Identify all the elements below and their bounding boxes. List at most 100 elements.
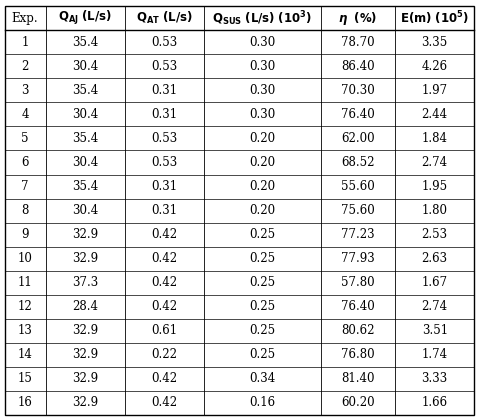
Text: 7: 7 <box>22 180 29 193</box>
Text: 0.42: 0.42 <box>151 228 177 241</box>
Text: 0.30: 0.30 <box>249 36 275 49</box>
Text: 30.4: 30.4 <box>72 60 98 73</box>
Text: 0.25: 0.25 <box>249 228 275 241</box>
Text: 0.25: 0.25 <box>249 252 275 265</box>
Text: 32.9: 32.9 <box>72 396 98 409</box>
Text: 30.4: 30.4 <box>72 156 98 169</box>
Text: 0.30: 0.30 <box>249 60 275 73</box>
Text: $\mathbf{Q_{SUS}}$ $\mathbf{(L/s)}$ $\mathbf{(10^{3})}$: $\mathbf{Q_{SUS}}$ $\mathbf{(L/s)}$ $\ma… <box>212 9 312 28</box>
Text: 0.53: 0.53 <box>151 156 177 169</box>
Text: 15: 15 <box>18 372 33 385</box>
Text: 0.31: 0.31 <box>151 108 177 121</box>
Text: 35.4: 35.4 <box>72 180 98 193</box>
Text: 77.93: 77.93 <box>341 252 375 265</box>
Text: 0.31: 0.31 <box>151 180 177 193</box>
Text: 10: 10 <box>18 252 33 265</box>
Text: $\mathbf{E(m)}$ $\mathbf{(10^{5})}$: $\mathbf{E(m)}$ $\mathbf{(10^{5})}$ <box>400 10 469 27</box>
Text: 0.34: 0.34 <box>249 372 275 385</box>
Text: 1.97: 1.97 <box>422 84 448 97</box>
Text: 2.44: 2.44 <box>422 108 448 121</box>
Text: 0.25: 0.25 <box>249 324 275 337</box>
Text: 76.80: 76.80 <box>341 348 375 361</box>
Text: 1.66: 1.66 <box>422 396 448 409</box>
Text: 35.4: 35.4 <box>72 36 98 49</box>
Text: Exp.: Exp. <box>12 12 38 25</box>
Text: 0.31: 0.31 <box>151 84 177 97</box>
Text: 0.31: 0.31 <box>151 204 177 217</box>
Text: 9: 9 <box>22 228 29 241</box>
Text: 37.3: 37.3 <box>72 276 98 289</box>
Text: 3.33: 3.33 <box>422 372 448 385</box>
Text: 0.30: 0.30 <box>249 84 275 97</box>
Text: 2.63: 2.63 <box>422 252 448 265</box>
Text: 0.25: 0.25 <box>249 276 275 289</box>
Text: 0.42: 0.42 <box>151 372 177 385</box>
Text: 55.60: 55.60 <box>341 180 375 193</box>
Text: 2: 2 <box>22 60 29 73</box>
Text: 0.53: 0.53 <box>151 36 177 49</box>
Text: 35.4: 35.4 <box>72 132 98 145</box>
Text: 4: 4 <box>22 108 29 121</box>
Text: 86.40: 86.40 <box>341 60 375 73</box>
Text: 80.62: 80.62 <box>342 324 375 337</box>
Text: 32.9: 32.9 <box>72 228 98 241</box>
Text: 76.40: 76.40 <box>341 300 375 313</box>
Text: 11: 11 <box>18 276 33 289</box>
Text: 75.60: 75.60 <box>341 204 375 217</box>
Text: 32.9: 32.9 <box>72 324 98 337</box>
Text: 3.51: 3.51 <box>422 324 448 337</box>
Text: $\boldsymbol{\eta}$  $\mathbf{(\%)}$: $\boldsymbol{\eta}$ $\mathbf{(\%)}$ <box>338 10 378 27</box>
Text: 78.70: 78.70 <box>341 36 375 49</box>
Text: 0.20: 0.20 <box>249 132 275 145</box>
Text: 30.4: 30.4 <box>72 204 98 217</box>
Text: 0.61: 0.61 <box>151 324 177 337</box>
Text: $\mathbf{Q_{AT}}$ $\mathbf{(L/s)}$: $\mathbf{Q_{AT}}$ $\mathbf{(L/s)}$ <box>136 10 193 26</box>
Text: 14: 14 <box>18 348 33 361</box>
Text: 16: 16 <box>18 396 33 409</box>
Text: 13: 13 <box>18 324 33 337</box>
Text: 0.53: 0.53 <box>151 132 177 145</box>
Text: 0.42: 0.42 <box>151 276 177 289</box>
Text: 0.42: 0.42 <box>151 300 177 313</box>
Text: 3.35: 3.35 <box>422 36 448 49</box>
Text: 0.25: 0.25 <box>249 348 275 361</box>
Text: 0.25: 0.25 <box>249 300 275 313</box>
Text: 3: 3 <box>22 84 29 97</box>
Text: 1.84: 1.84 <box>422 132 448 145</box>
Text: 0.42: 0.42 <box>151 396 177 409</box>
Text: 32.9: 32.9 <box>72 372 98 385</box>
Text: 0.20: 0.20 <box>249 204 275 217</box>
Text: 1.80: 1.80 <box>422 204 448 217</box>
Text: 30.4: 30.4 <box>72 108 98 121</box>
Text: 2.74: 2.74 <box>422 300 448 313</box>
Text: 6: 6 <box>22 156 29 169</box>
Text: 32.9: 32.9 <box>72 252 98 265</box>
Text: 77.23: 77.23 <box>341 228 375 241</box>
Text: 1.95: 1.95 <box>422 180 448 193</box>
Text: 2.74: 2.74 <box>422 156 448 169</box>
Text: 1: 1 <box>22 36 29 49</box>
Text: 0.53: 0.53 <box>151 60 177 73</box>
Text: 8: 8 <box>22 204 29 217</box>
Text: 70.30: 70.30 <box>341 84 375 97</box>
Text: 32.9: 32.9 <box>72 348 98 361</box>
Text: 81.40: 81.40 <box>342 372 375 385</box>
Text: 0.20: 0.20 <box>249 180 275 193</box>
Text: 1.74: 1.74 <box>422 348 448 361</box>
Text: 35.4: 35.4 <box>72 84 98 97</box>
Text: 57.80: 57.80 <box>341 276 375 289</box>
Text: 2.53: 2.53 <box>422 228 448 241</box>
Text: 5: 5 <box>22 132 29 145</box>
Text: 0.42: 0.42 <box>151 252 177 265</box>
Text: 60.20: 60.20 <box>341 396 375 409</box>
Text: 12: 12 <box>18 300 33 313</box>
Text: 0.20: 0.20 <box>249 156 275 169</box>
Text: 4.26: 4.26 <box>422 60 448 73</box>
Text: 1.67: 1.67 <box>422 276 448 289</box>
Text: 0.22: 0.22 <box>151 348 177 361</box>
Text: 0.30: 0.30 <box>249 108 275 121</box>
Text: 0.16: 0.16 <box>249 396 275 409</box>
Text: 76.40: 76.40 <box>341 108 375 121</box>
Text: 28.4: 28.4 <box>72 300 98 313</box>
Text: 68.52: 68.52 <box>342 156 375 169</box>
